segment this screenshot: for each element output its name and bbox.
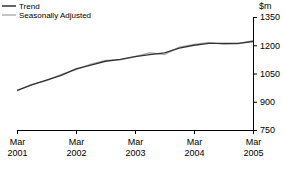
legend: TrendSeasonally Adjusted xyxy=(2,2,91,20)
x-tick-mark xyxy=(194,130,195,134)
y-tick-mark xyxy=(253,45,257,46)
y-tick: 900 xyxy=(253,97,275,107)
y-axis-line xyxy=(254,18,258,131)
y-tick: 1350 xyxy=(253,12,280,22)
y-tick: 1200 xyxy=(253,41,280,51)
y-axis: 750 900 1050 1200 1350 xyxy=(253,12,280,135)
y-tick-mark xyxy=(253,102,257,103)
x-tick-mark xyxy=(135,130,136,134)
y-axis-title: $m xyxy=(259,1,272,11)
legend-label: Trend xyxy=(19,2,40,11)
y-tick: 750 xyxy=(253,125,275,135)
x-tick: Mar2003 xyxy=(125,130,145,158)
x-tick-mark xyxy=(17,130,18,134)
legend-label: Seasonally Adjusted xyxy=(19,11,91,20)
x-axis: Mar2001 Mar2002 Mar2003 Mar2004 Mar2005 xyxy=(7,130,263,158)
x-axis-line xyxy=(18,131,254,135)
legend-swatch xyxy=(2,5,16,7)
y-tick-label: 1050 xyxy=(260,69,280,79)
x-tick-label: Mar2003 xyxy=(125,137,145,158)
x-tick-label: Mar2005 xyxy=(243,137,263,158)
x-tick-label: Mar2001 xyxy=(7,137,27,158)
series-line xyxy=(17,41,253,91)
y-tick-label: 1200 xyxy=(260,41,280,51)
y-tick-label: 750 xyxy=(260,125,275,135)
x-tick-mark xyxy=(76,130,77,134)
x-tick: Mar2002 xyxy=(66,130,86,158)
y-tick: 1050 xyxy=(253,69,280,79)
x-tick-label: Mar2002 xyxy=(66,137,86,158)
x-tick: Mar2001 xyxy=(7,130,27,158)
plot-area xyxy=(17,41,253,91)
x-tick-label: Mar2004 xyxy=(184,137,204,158)
y-tick-mark xyxy=(253,74,257,75)
y-tick-mark xyxy=(253,130,257,131)
y-tick-mark xyxy=(253,17,257,18)
y-tick-label: 1350 xyxy=(260,12,280,22)
y-tick-label: 900 xyxy=(260,97,275,107)
legend-swatch xyxy=(2,14,16,16)
x-tick: Mar2004 xyxy=(184,130,204,158)
series-line xyxy=(17,41,253,90)
